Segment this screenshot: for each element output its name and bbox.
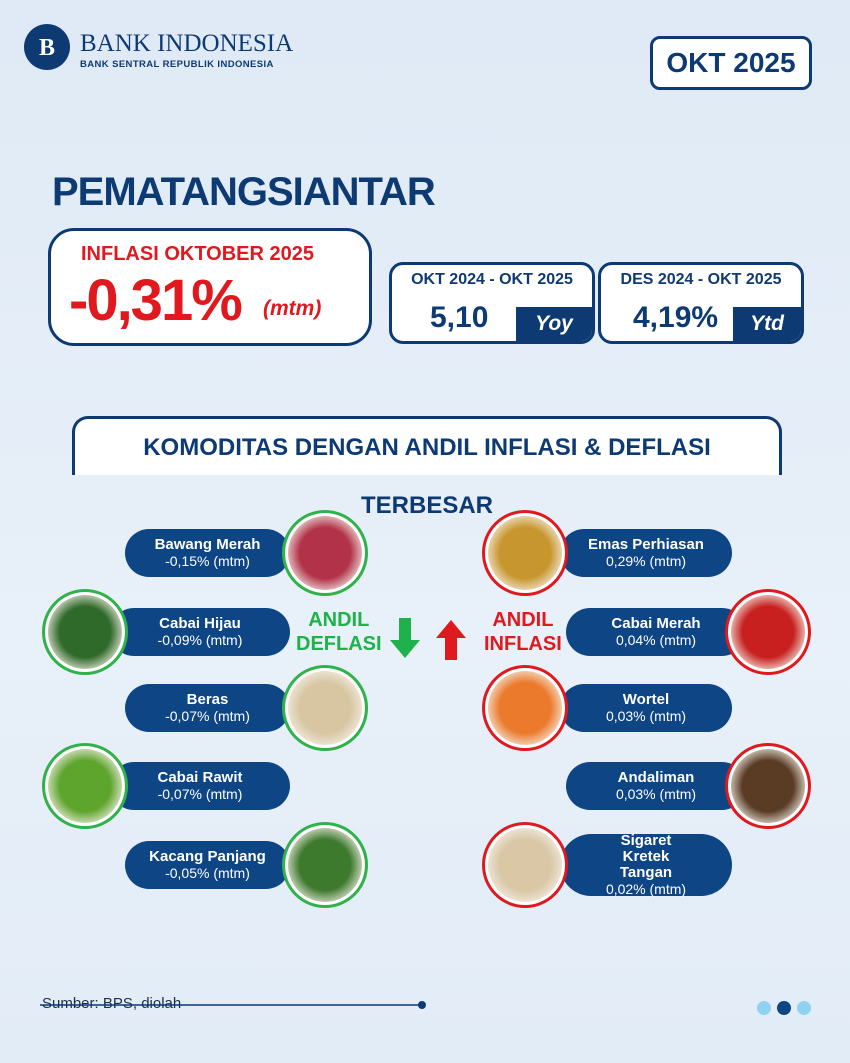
section-title: KOMODITAS DENGAN ANDIL INFLASI & DEFLASI… (72, 416, 782, 519)
commodity-value: -0,09% (mtm) (157, 631, 243, 648)
arrows (390, 618, 466, 660)
main-value: -0,31% (69, 268, 243, 333)
inflasi-label: ANDIL INFLASI (484, 608, 562, 656)
commodity-name: Emas Perhiasan (588, 535, 704, 553)
period-badge: OKT 2025 (650, 36, 812, 90)
commodity-image (725, 589, 811, 675)
commodity-pill: Cabai Hijau -0,09% (mtm) (110, 608, 290, 656)
commodity-name: Cabai Rawit (157, 768, 243, 786)
tagline: BANK SENTRAL REPUBLIK INDONESIA (80, 59, 274, 70)
yoy-value: 5,10 (430, 301, 489, 334)
yoy-period: OKT 2024 - OKT 2025 (411, 271, 573, 288)
commodity-image (282, 665, 368, 751)
commodity-image (482, 510, 568, 596)
commodity-image (482, 665, 568, 751)
commodity-pill: Cabai Rawit -0,07% (mtm) (110, 762, 290, 810)
commodity-value: -0,05% (mtm) (165, 864, 250, 881)
ytd-tag: Ytd (733, 307, 801, 341)
commodity-pill: Cabai Merah 0,04% (mtm) (566, 608, 746, 656)
brand: BANK INDONESIA (80, 30, 294, 57)
inflasi-label-1: ANDIL (492, 609, 554, 631)
commodity-value: 0,04% (mtm) (615, 631, 697, 648)
commodity-name: Bawang Merah (154, 535, 261, 553)
logo: B (24, 24, 70, 70)
commodity-name: Beras (186, 690, 229, 708)
commodity-image (725, 743, 811, 829)
yoy-tag: Yoy (516, 307, 592, 341)
commodity-image (42, 743, 128, 829)
commodity-pill: Emas Perhiasan 0,29% (mtm) (560, 529, 732, 577)
commodity-pill: Wortel 0,03% (mtm) (560, 684, 732, 732)
commodity-pill: Sigaret Kretek Tangan 0,02% (mtm) (560, 831, 732, 897)
commodity-image (282, 822, 368, 908)
source: Sumber: BPS, diolah (42, 995, 182, 1012)
svg-text:B: B (39, 35, 55, 61)
yoy-card: OKT 2024 - OKT 2025 5,10 Yoy (389, 262, 595, 344)
main-card: INFLASI OKTOBER 2025 -0,31% (mtm) (48, 228, 372, 346)
commodity-name: Sigaret Kretek Tangan (619, 831, 673, 881)
inflasi-label-2: INFLASI (484, 633, 562, 655)
commodity-image (282, 510, 368, 596)
commodity-value: -0,15% (mtm) (165, 552, 250, 569)
commodity-value: 0,02% (mtm) (605, 880, 687, 897)
deflasi-label-2: DEFLASI (296, 633, 382, 655)
commodity-image (482, 822, 568, 908)
commodity-name: Andaliman (617, 768, 695, 786)
commodity-value: 0,03% (mtm) (615, 785, 697, 802)
commodity-pill: Kacang Panjang -0,05% (mtm) (125, 841, 290, 889)
commodity-value: 0,29% (mtm) (605, 552, 687, 569)
ytd-value: 4,19% (633, 301, 719, 334)
commodity-value: -0,07% (mtm) (165, 707, 250, 724)
main-label: INFLASI OKTOBER 2025 (81, 243, 315, 265)
commodity-value: -0,07% (mtm) (157, 785, 243, 802)
commodity-pill: Beras -0,07% (mtm) (125, 684, 290, 732)
commodity-pill: Andaliman 0,03% (mtm) (566, 762, 746, 810)
deflasi-label: ANDIL DEFLASI (296, 608, 382, 656)
city: PEMATANGSIANTAR (52, 170, 436, 214)
footer-deco (40, 1001, 811, 1015)
ytd-period: DES 2024 - OKT 2025 (620, 271, 782, 288)
commodity-name: Cabai Merah (611, 614, 701, 632)
commodity-name: Cabai Hijau (159, 614, 241, 632)
commodity-name: Kacang Panjang (149, 847, 266, 865)
main-unit: (mtm) (263, 297, 322, 320)
commodity-value: 0,03% (mtm) (605, 707, 687, 724)
deflasi-label-1: ANDIL (308, 609, 370, 631)
commodity-image (42, 589, 128, 675)
commodity-pill: Bawang Merah -0,15% (mtm) (125, 529, 290, 577)
ytd-card: DES 2024 - OKT 2025 4,19% Ytd (598, 262, 804, 344)
commodity-name: Wortel (622, 690, 670, 708)
